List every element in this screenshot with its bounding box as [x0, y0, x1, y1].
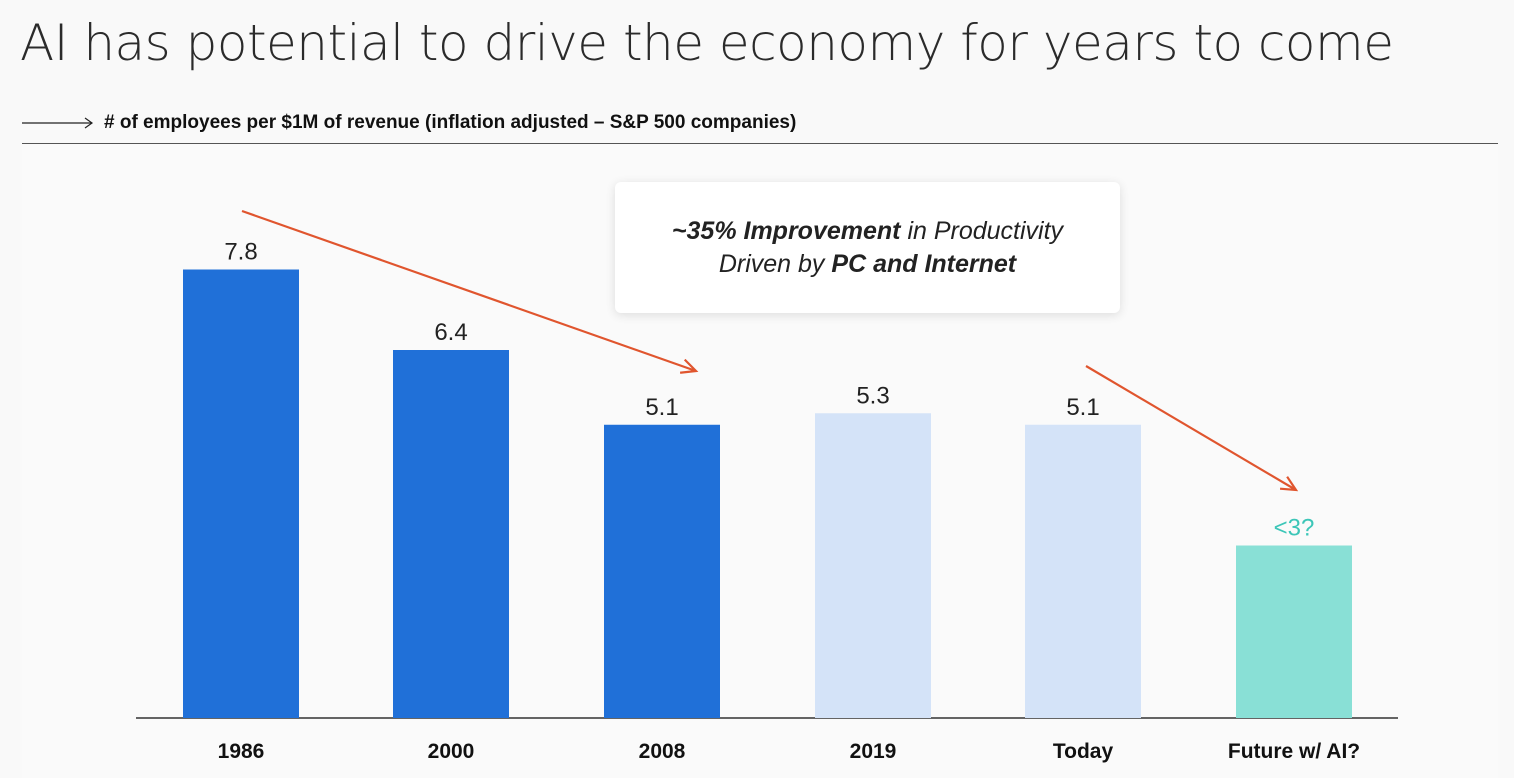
data-label: 5.3 [856, 382, 889, 409]
x-tick-label: Today [1053, 740, 1114, 763]
x-tick-label: 2019 [850, 740, 897, 763]
data-label: <3? [1274, 515, 1315, 542]
callout-emphasis: ~35% Improvement [671, 216, 901, 245]
subtitle-row: # of employees per $1M of revenue (infla… [22, 112, 796, 134]
bar-4 [1025, 424, 1141, 718]
bar-chart: 7.8 1986 6.4 2000 5.1 2008 5.3 2019 5.1 Today <3? F… [136, 209, 1398, 763]
x-tick-label: 2000 [428, 740, 475, 763]
bar-1 [393, 350, 509, 718]
callout-emphasis: PC and Internet [831, 249, 1017, 278]
callout-line-1: ~35% Improvement in Productivity [672, 215, 1063, 248]
chart-subtitle: # of employees per $1M of revenue (infla… [104, 112, 797, 133]
trend-arrow-icon [241, 209, 699, 374]
bar-5 [1236, 545, 1352, 718]
callout-text: Driven by [718, 249, 832, 278]
trend-arrow-icon [1085, 365, 1299, 492]
data-label: 6.4 [434, 319, 467, 346]
x-tick-label: 2008 [639, 740, 686, 763]
long-arrow-right-icon [22, 117, 94, 129]
x-tick-label: Future w/ AI? [1228, 740, 1360, 763]
bar-0 [183, 269, 299, 718]
x-tick-label: 1986 [218, 740, 265, 763]
page-title: AI has potential to drive the economy fo… [20, 14, 1394, 72]
bar-2 [604, 424, 720, 718]
callout-text: in Productivity [900, 216, 1064, 245]
header-divider [22, 143, 1498, 144]
data-label: 5.1 [1066, 394, 1099, 421]
productivity-callout: ~35% Improvement in Productivity Driven … [615, 182, 1120, 313]
callout-line-2: Driven by PC and Internet [719, 248, 1016, 281]
data-label: 7.8 [224, 239, 257, 266]
data-label: 5.1 [645, 394, 678, 421]
bar-3 [815, 413, 931, 718]
